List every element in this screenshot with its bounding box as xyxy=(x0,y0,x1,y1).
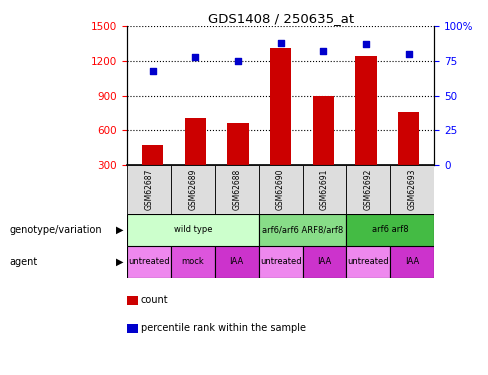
Text: untreated: untreated xyxy=(347,257,389,266)
Bar xyxy=(313,96,334,200)
Text: ▶: ▶ xyxy=(116,225,123,235)
Text: GSM62691: GSM62691 xyxy=(320,169,329,210)
Text: GSM62688: GSM62688 xyxy=(232,169,241,210)
Text: genotype/variation: genotype/variation xyxy=(10,225,102,235)
Bar xyxy=(142,146,163,200)
Text: GSM62687: GSM62687 xyxy=(144,169,153,210)
Bar xyxy=(346,214,434,246)
Bar xyxy=(215,165,259,214)
Text: arf6 arf8: arf6 arf8 xyxy=(372,225,409,234)
Text: mock: mock xyxy=(182,257,204,266)
Text: arf6/arf6 ARF8/arf8: arf6/arf6 ARF8/arf8 xyxy=(262,225,343,234)
Point xyxy=(320,48,327,54)
Text: wild type: wild type xyxy=(174,225,212,234)
Text: count: count xyxy=(141,295,168,305)
Bar xyxy=(184,118,206,200)
Bar xyxy=(390,246,434,278)
Text: ▶: ▶ xyxy=(116,256,123,267)
Point xyxy=(277,40,285,46)
Point xyxy=(234,58,242,64)
Text: GSM62692: GSM62692 xyxy=(364,169,373,210)
Point xyxy=(191,54,199,60)
Bar xyxy=(215,246,259,278)
Bar xyxy=(227,123,248,200)
Point xyxy=(362,41,370,47)
Text: IAA: IAA xyxy=(405,257,420,266)
Text: percentile rank within the sample: percentile rank within the sample xyxy=(141,323,305,333)
Bar xyxy=(171,165,215,214)
Bar xyxy=(259,165,303,214)
Bar xyxy=(303,246,346,278)
Text: GSM62689: GSM62689 xyxy=(188,169,197,210)
Text: GSM62690: GSM62690 xyxy=(276,169,285,210)
Bar xyxy=(398,112,419,200)
Text: IAA: IAA xyxy=(317,257,332,266)
Point xyxy=(148,68,156,74)
Text: agent: agent xyxy=(10,256,38,267)
Bar xyxy=(346,165,390,214)
Text: GSM62693: GSM62693 xyxy=(408,169,417,210)
Text: IAA: IAA xyxy=(229,257,244,266)
Bar xyxy=(355,56,377,200)
Text: untreated: untreated xyxy=(128,257,170,266)
Bar xyxy=(171,246,215,278)
Bar xyxy=(259,246,303,278)
Bar xyxy=(259,214,346,246)
Bar xyxy=(270,48,291,200)
Bar xyxy=(127,165,171,214)
Bar xyxy=(346,246,390,278)
Text: untreated: untreated xyxy=(260,257,302,266)
Bar xyxy=(127,246,171,278)
Bar xyxy=(303,165,346,214)
Bar xyxy=(390,165,434,214)
Bar xyxy=(127,214,259,246)
Point xyxy=(405,51,413,57)
Title: GDS1408 / 250635_at: GDS1408 / 250635_at xyxy=(207,12,354,25)
